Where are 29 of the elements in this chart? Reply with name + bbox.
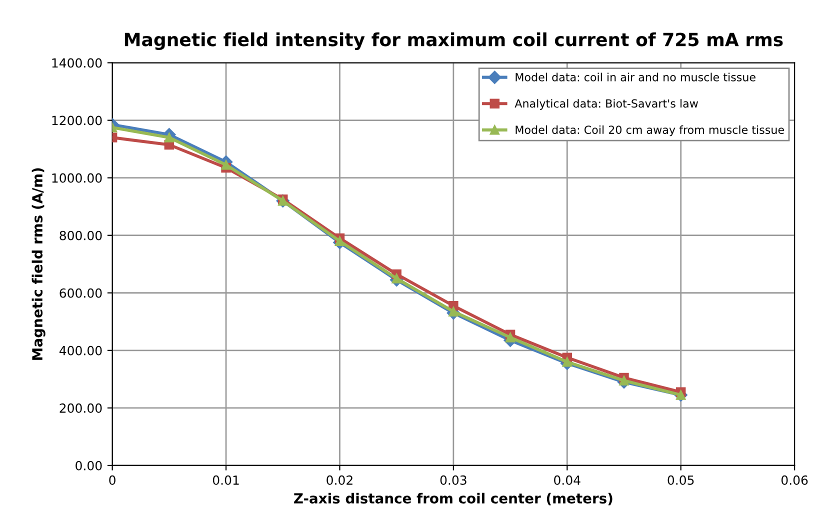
legend-label: Analytical data: Biot-Savart's law [514, 99, 698, 110]
x-axis-title: Z-axis distance from coil center (meters) [294, 492, 612, 506]
point [448, 306, 458, 316]
y-tick-label: 0.00 [76, 460, 102, 470]
y-tick-label: 600.00 [60, 288, 102, 298]
y-tick-label: 1200.00 [52, 116, 102, 126]
point [221, 160, 231, 170]
x-tick-label: 0.05 [668, 475, 694, 485]
y-tick-label: 800.00 [60, 230, 102, 240]
y-axis-title: Magnetic field rms (A/m) [32, 168, 46, 360]
legend-label: Model data: Coil 20 cm away from muscle tissue [516, 125, 784, 136]
point [619, 376, 629, 386]
y-tick-label: 1400.00 [52, 58, 102, 68]
x-tick-label: 0.03 [440, 475, 466, 485]
x-tick-label: 0.02 [326, 475, 352, 485]
x-tick-label: 0 [109, 475, 116, 485]
y-tick-label: 1000.00 [52, 173, 102, 183]
point [334, 236, 345, 246]
legend-label: Model data: coil in air and no muscle tissue [516, 72, 756, 82]
y-tick-label: 400.00 [59, 346, 102, 356]
chart-title: Magnetic field intensity for maximum coil current of 725 mA rms [124, 32, 783, 50]
point [562, 357, 572, 367]
x-tick-label: 0.04 [554, 475, 580, 485]
point [505, 332, 516, 342]
point [392, 274, 402, 284]
x-tick-label: 0.01 [212, 475, 239, 485]
point [164, 132, 174, 142]
y-tick-label: 200.00 [60, 403, 102, 413]
x-tick-label: 0.06 [781, 475, 808, 485]
